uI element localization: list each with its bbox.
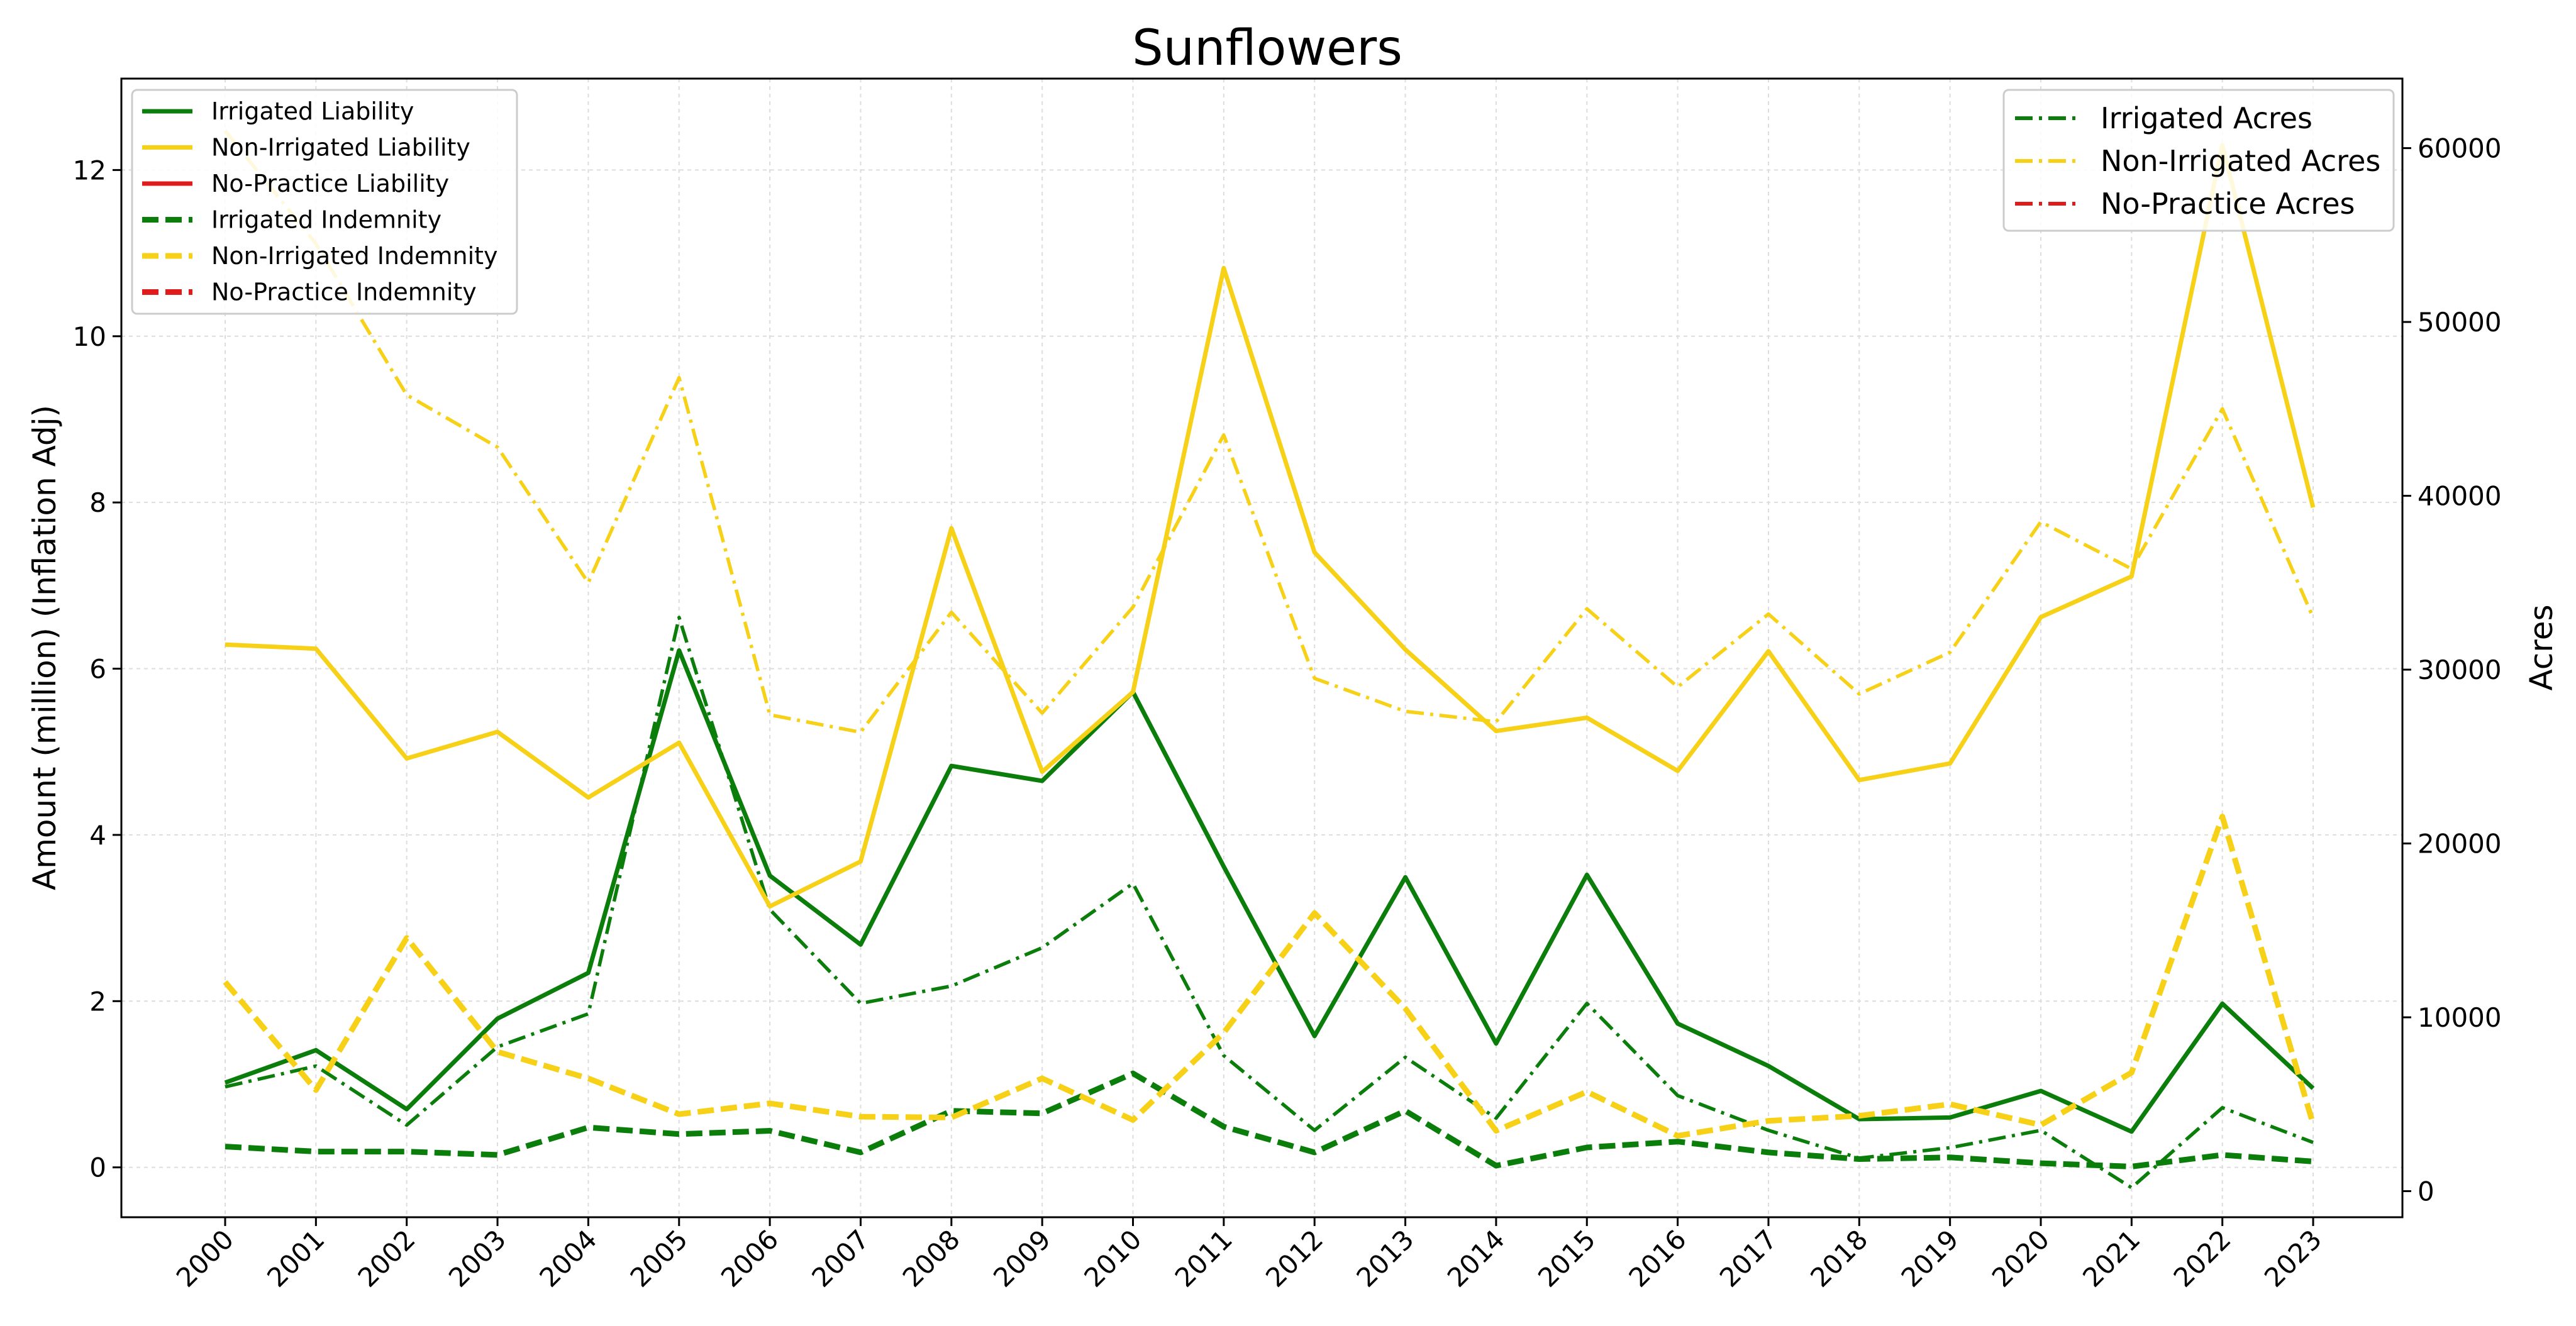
right-tick-label: 20000	[2418, 829, 2502, 859]
legend-left: Irrigated Liability Non-Irrigated Liabili…	[131, 89, 518, 315]
series-line-irrigated-indemnity	[225, 1070, 2314, 1169]
left-tick-label: 0	[89, 1152, 106, 1183]
chart-title: Sunflowers	[1132, 20, 1402, 77]
left-tick-label: 6	[89, 654, 106, 685]
legend-label: Non-Irrigated Indemnity	[211, 242, 498, 270]
left-tick-label: 8	[89, 487, 106, 518]
right-tick-label: 30000	[2418, 655, 2502, 685]
legend-right-items: Irrigated Acres Non-Irrigated Acres No-Pra…	[2015, 101, 2380, 221]
legend-label: Non-Irrigated Liability	[211, 134, 470, 162]
left-axis: 0 2 4 6 8 10 12	[73, 155, 121, 1183]
legend-label: No-Practice Liability	[211, 170, 449, 197]
legend-left-items: Irrigated Liability Non-Irrigated Liabili…	[142, 97, 498, 306]
legend-label: Non-Irrigated Acres	[2101, 144, 2380, 178]
right-tick-label: 60000	[2418, 133, 2502, 164]
series-line-non-irrigated-indemnity	[223, 814, 2316, 1139]
right-tick-label: 10000	[2418, 1002, 2502, 1033]
left-axis-label: Amount (million) (Inflation Adj)	[26, 405, 63, 890]
legend-label: Irrigated Liability	[211, 97, 414, 125]
right-tick-label: 0	[2418, 1176, 2434, 1207]
right-tick-label: 50000	[2418, 307, 2502, 338]
series-line-non-irrigated-acres	[223, 130, 2315, 734]
right-axis: 0 10000 20000 30000 40000 50000 60000	[2402, 133, 2502, 1207]
right-tick-label: 40000	[2418, 481, 2502, 512]
series-line-non-irrigated-liability	[225, 143, 2316, 909]
left-tick-label: 12	[73, 155, 106, 185]
legend-right-box	[2002, 89, 2395, 232]
legend-left-box	[131, 89, 518, 315]
legend-label: Irrigated Acres	[2101, 101, 2312, 135]
left-tick-label: 10	[73, 321, 106, 352]
legend-label: Irrigated Indemnity	[211, 206, 441, 234]
left-tick-label: 4	[89, 820, 106, 851]
right-axis-label: Acres	[2523, 604, 2560, 690]
legend-label: No-Practice Indemnity	[211, 279, 477, 306]
plot-frame	[120, 77, 2404, 1218]
legend-label: No-Practice Acres	[2101, 187, 2355, 221]
left-tick-label: 2	[89, 986, 106, 1017]
legend-right: Irrigated Acres Non-Irrigated Acres No-Pra…	[2002, 89, 2395, 232]
series-line-irrigated-liability	[224, 648, 2315, 1134]
series-layer	[223, 130, 2316, 1190]
series-line-irrigated-acres	[225, 616, 2314, 1190]
